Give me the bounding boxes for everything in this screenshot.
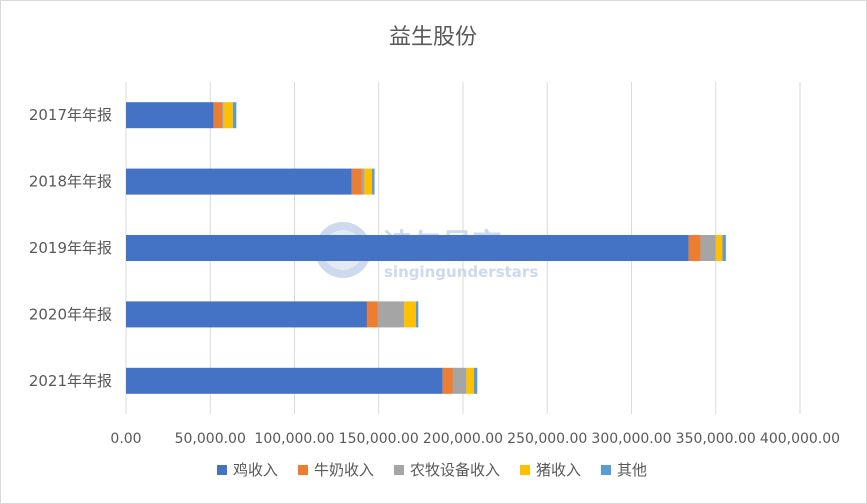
chart-title: 益生股份	[389, 25, 477, 50]
bar-segment	[351, 168, 362, 195]
bar-segment	[366, 301, 378, 328]
bar-segment	[372, 168, 375, 195]
category-label: 2021年年报	[29, 372, 112, 390]
bar-segment	[404, 301, 416, 328]
x-tick-label: 150,000.00	[339, 431, 419, 447]
category-label: 2020年年报	[29, 305, 112, 323]
bar-segment	[466, 367, 474, 394]
bar-segment	[715, 235, 723, 261]
bar-segment	[361, 168, 365, 195]
x-tick-label: 300,000.00	[591, 431, 671, 447]
bar-segment	[126, 102, 214, 129]
category-labels: 2017年年报 2018年年报 2019年年报 2020年年报 2021年年报	[29, 106, 112, 390]
bar-segment	[126, 301, 367, 328]
bar-segment	[452, 367, 467, 394]
bar-segment	[722, 235, 726, 261]
watermark-subtitle: singingunderstars	[384, 263, 538, 281]
x-tick-label: 400,000.00	[760, 431, 840, 447]
x-tick-label: 0.00	[110, 431, 141, 447]
bar-segment	[213, 102, 223, 129]
bar-segment	[222, 102, 224, 129]
legend-swatch	[298, 465, 308, 475]
legend-swatch	[217, 465, 227, 475]
x-tick-label: 50,000.00	[175, 431, 246, 447]
bar-segment	[377, 301, 405, 328]
bar-segment	[223, 102, 233, 129]
legend-label: 其他	[617, 461, 647, 479]
legend-label: 农牧设备收入	[410, 461, 500, 479]
bar-segment	[126, 235, 689, 261]
bar-segment	[364, 168, 373, 195]
bar-segment	[232, 102, 237, 129]
bar-segment	[126, 367, 443, 394]
legend-label: 牛奶收入	[314, 461, 374, 479]
bars	[126, 102, 726, 394]
legend: 鸡收入 牛奶收入 农牧设备收入 猪收入 其他	[217, 461, 647, 479]
bar-segment	[473, 367, 478, 394]
bar-segment	[700, 235, 716, 261]
x-tick-label: 350,000.00	[676, 431, 756, 447]
category-label: 2018年年报	[29, 173, 112, 191]
bar-segment	[442, 367, 453, 394]
bar-segment	[126, 168, 352, 195]
x-tick-label: 250,000.00	[507, 431, 587, 447]
category-label: 2019年年报	[29, 239, 112, 257]
x-tick-labels: 0.00 50,000.00 100,000.00 150,000.00 200,000…	[110, 431, 840, 447]
x-tick-label: 200,000.00	[423, 431, 503, 447]
legend-label: 猪收入	[536, 461, 581, 479]
category-label: 2017年年报	[29, 106, 112, 124]
legend-swatch	[394, 465, 404, 475]
legend-label: 鸡收入	[233, 461, 278, 479]
x-tick-label: 100,000.00	[254, 431, 334, 447]
legend-swatch	[601, 465, 611, 475]
legend-swatch	[520, 465, 530, 475]
bar-segment	[415, 301, 419, 328]
bar-segment	[688, 235, 701, 261]
